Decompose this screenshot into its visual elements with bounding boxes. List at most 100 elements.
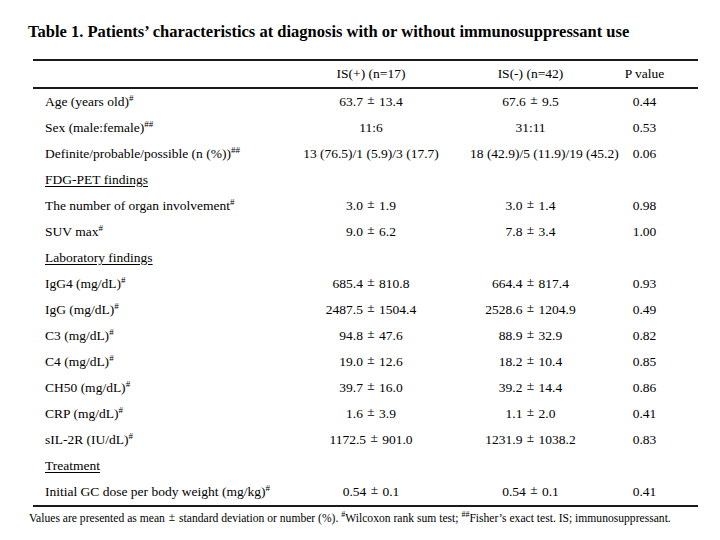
- characteristics-table: IS(+) (n=17) IS(-) (n=42) P value Age (y…: [33, 59, 698, 507]
- cell-is-positive: 94.8 ± 47.6: [272, 323, 470, 349]
- cell-is-negative: 39.2 ± 14.4: [470, 375, 591, 401]
- row-label: Sex (male:female)##: [33, 115, 272, 141]
- cell-is-positive: 39.7 ± 16.0: [272, 375, 470, 401]
- cell-is-negative: 1231.9 ± 1038.2: [470, 427, 591, 453]
- footnote-text: Wilcoxon rank sum test;: [345, 512, 461, 525]
- row-label: sIL-2R (IU/dL)#: [33, 427, 272, 453]
- statistical-test-marker: #: [114, 300, 119, 310]
- cell-is-negative: 7.8 ± 3.4: [470, 219, 591, 245]
- plus-minus-symbol: ±: [527, 222, 534, 237]
- table-bottom-rule: [33, 505, 698, 507]
- cell-is-negative: 18 (42.9)/5 (11.9)/19 (45.2): [470, 141, 591, 167]
- plus-minus-symbol: ±: [367, 222, 374, 237]
- row-label: CRP (mg/dL)#: [33, 401, 272, 427]
- table-rows: Age (years old)#63.7 ± 13.467.6 ± 9.50.4…: [33, 89, 698, 505]
- section-row: FDG-PET findings: [33, 167, 698, 193]
- cell-p-value: 0.85: [591, 349, 698, 375]
- row-label: C4 (mg/dL)#: [33, 349, 272, 375]
- row-label: CH50 (mg/dL)#: [33, 375, 272, 401]
- plus-minus-symbol: ±: [527, 378, 534, 393]
- paper-page: Table 1. Patients’ characteristics at di…: [0, 0, 720, 540]
- plus-minus-symbol: ±: [166, 511, 178, 524]
- statistical-test-marker: #: [230, 196, 235, 206]
- header-is-negative: IS(-) (n=42): [470, 61, 591, 87]
- section-label: Laboratory findings: [33, 245, 272, 271]
- cell-p-value: 0.86: [591, 375, 698, 401]
- plus-minus-symbol: ±: [530, 92, 537, 107]
- table-row: SUV max#9.0 ± 6.27.8 ± 3.41.00: [33, 219, 698, 245]
- table-row: Sex (male:female)##11:631:110.53: [33, 115, 698, 141]
- statistical-test-marker: #: [109, 352, 114, 362]
- cell-is-negative: 88.9 ± 32.9: [470, 323, 591, 349]
- table-row: CH50 (mg/dL)#39.7 ± 16.039.2 ± 14.40.86: [33, 375, 698, 401]
- footnote-text: standard deviation or number (%).: [179, 512, 341, 525]
- plus-minus-symbol: ±: [527, 430, 534, 445]
- cell-p-value: 0.41: [591, 479, 698, 505]
- cell-is-negative: 0.54 ± 0.1: [470, 479, 591, 505]
- table-row: The number of organ involvement#3.0 ± 1.…: [33, 193, 698, 219]
- plus-minus-symbol: ±: [527, 404, 534, 419]
- table-row: sIL-2R (IU/dL)#1172.5 ± 901.01231.9 ± 10…: [33, 427, 698, 453]
- table-row: C3 (mg/dL)#94.8 ± 47.688.9 ± 32.90.82: [33, 323, 698, 349]
- row-label: Initial GC dose per body weight (mg/kg)#: [33, 479, 272, 505]
- statistical-test-marker: #: [265, 482, 270, 492]
- statistical-test-marker: #: [118, 404, 123, 414]
- table-header-row: IS(+) (n=17) IS(-) (n=42) P value: [33, 61, 698, 87]
- cell-is-positive: 2487.5 ± 1504.4: [272, 297, 470, 323]
- cell-p-value: 0.93: [591, 271, 698, 297]
- row-label: SUV max#: [33, 219, 272, 245]
- header-is-positive: IS(+) (n=17): [272, 61, 470, 87]
- plus-minus-symbol: ±: [527, 274, 534, 289]
- row-label: IgG4 (mg/dL)#: [33, 271, 272, 297]
- table-row: IgG4 (mg/dL)#685.4 ± 810.8664.4 ± 817.40…: [33, 271, 698, 297]
- cell-p-value: 0.49: [591, 297, 698, 323]
- section-label: Treatment: [33, 453, 272, 479]
- row-label: C3 (mg/dL)#: [33, 323, 272, 349]
- footnote-text: Fisher’s exact test. IS; immunosuppressa…: [469, 512, 670, 525]
- cell-is-positive: 1172.5 ± 901.0: [272, 427, 470, 453]
- table-row: IgG (mg/dL)#2487.5 ± 1504.42528.6 ± 1204…: [33, 297, 698, 323]
- table-row: Age (years old)#63.7 ± 13.467.6 ± 9.50.4…: [33, 89, 698, 115]
- cell-p-value: 0.06: [591, 141, 698, 167]
- cell-is-positive: 63.7 ± 13.4: [272, 89, 470, 115]
- cell-is-positive: 9.0 ± 6.2: [272, 219, 470, 245]
- row-label: Age (years old)#: [33, 89, 272, 115]
- plus-minus-symbol: ±: [530, 482, 537, 497]
- statistical-test-marker: ##: [231, 144, 240, 154]
- cell-p-value: 1.00: [591, 219, 698, 245]
- table-row: Initial GC dose per body weight (mg/kg)#…: [33, 479, 698, 505]
- statistical-test-marker: ##: [144, 118, 153, 128]
- row-label: The number of organ involvement#: [33, 193, 272, 219]
- cell-is-positive: 1.6 ± 3.9: [272, 401, 470, 427]
- plus-minus-symbol: ±: [527, 196, 534, 211]
- plus-minus-symbol: ±: [367, 300, 374, 315]
- cell-p-value: 0.44: [591, 89, 698, 115]
- cell-p-value: 0.53: [591, 115, 698, 141]
- statistical-test-marker: #: [126, 378, 131, 388]
- cell-p-value: 0.98: [591, 193, 698, 219]
- row-label: Definite/probable/possible (n (%))##: [33, 141, 272, 167]
- plus-minus-symbol: ±: [367, 326, 374, 341]
- section-row: Treatment: [33, 453, 698, 479]
- cell-is-positive: 11:6: [272, 115, 470, 141]
- cell-is-positive: 0.54 ± 0.1: [272, 479, 470, 505]
- table-row: C4 (mg/dL)#19.0 ± 12.618.2 ± 10.40.85: [33, 349, 698, 375]
- statistical-test-marker: #: [129, 430, 134, 440]
- cell-p-value: 0.41: [591, 401, 698, 427]
- plus-minus-symbol: ±: [367, 378, 374, 393]
- plus-minus-symbol: ±: [527, 352, 534, 367]
- cell-is-negative: 67.6 ± 9.5: [470, 89, 591, 115]
- cell-is-negative: 31:11: [470, 115, 591, 141]
- section-row: Laboratory findings: [33, 245, 698, 271]
- plus-minus-symbol: ±: [367, 352, 374, 367]
- row-label: IgG (mg/dL)#: [33, 297, 272, 323]
- footnote-text: Values are presented as mean: [29, 512, 165, 525]
- cell-is-negative: 664.4 ± 817.4: [470, 271, 591, 297]
- plus-minus-symbol: ±: [370, 430, 377, 445]
- cell-is-positive: 19.0 ± 12.6: [272, 349, 470, 375]
- plus-minus-symbol: ±: [371, 482, 378, 497]
- cell-is-positive: 13 (76.5)/1 (5.9)/3 (17.7): [272, 141, 470, 167]
- cell-is-negative: 2528.6 ± 1204.9: [470, 297, 591, 323]
- statistical-test-marker: #: [129, 92, 134, 102]
- table-row: CRP (mg/dL)#1.6 ± 3.91.1 ± 2.00.41: [33, 401, 698, 427]
